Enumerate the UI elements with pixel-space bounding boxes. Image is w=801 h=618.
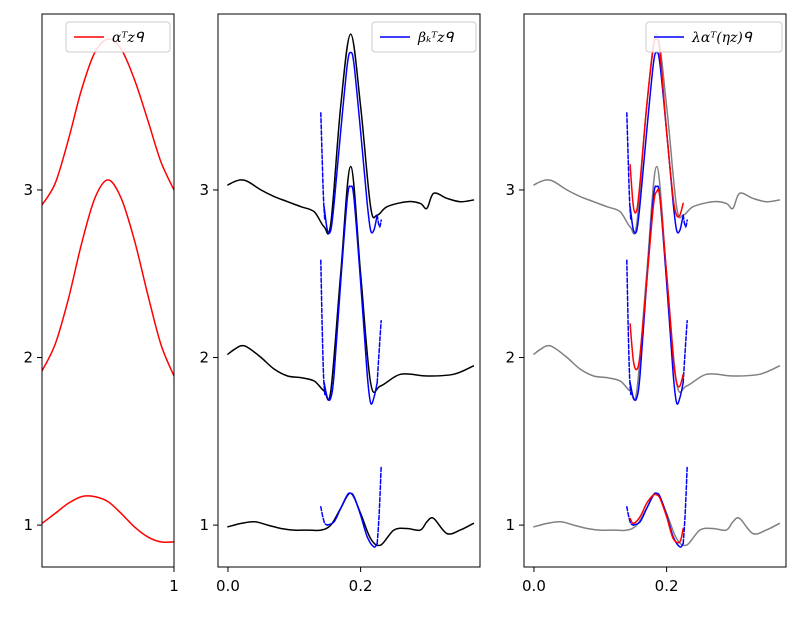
plot-area bbox=[227, 33, 475, 548]
series-line-5 bbox=[323, 185, 378, 405]
y-tick-label: 3 bbox=[505, 181, 515, 199]
series-line-1 bbox=[326, 492, 378, 548]
series-line-9 bbox=[323, 51, 378, 235]
series-line-13 bbox=[682, 214, 688, 228]
series-line-2 bbox=[320, 505, 329, 526]
series-line-1 bbox=[632, 492, 684, 548]
axes-frame bbox=[523, 13, 787, 568]
series-line-0 bbox=[42, 495, 174, 544]
series-line-8 bbox=[227, 33, 475, 235]
axes-frame bbox=[217, 13, 481, 568]
legend-label: βₖᵀzᑫ bbox=[417, 30, 454, 46]
y-tick-label: 2 bbox=[505, 349, 515, 367]
series-line-11 bbox=[376, 214, 382, 228]
x-tick-label: 0.2 bbox=[655, 577, 679, 595]
series-line-8 bbox=[682, 319, 688, 384]
plot-area bbox=[533, 33, 781, 548]
y-tick-label: 3 bbox=[23, 181, 33, 199]
x-tick-label: 0.0 bbox=[522, 577, 546, 595]
y-tick-label: 2 bbox=[23, 349, 33, 367]
legend: αᵀzᑫ bbox=[65, 21, 171, 53]
plot-area bbox=[42, 38, 174, 544]
x-tick-label: 1 bbox=[169, 577, 179, 595]
axes-frame bbox=[41, 13, 175, 568]
panel-alpha: 1 1 2 3 αᵀzᑫ bbox=[23, 13, 179, 595]
legend: βₖᵀzᑫ bbox=[371, 21, 477, 53]
series-line-12 bbox=[626, 112, 632, 221]
legend-label: λαᵀ(ηz)ᑫ bbox=[691, 30, 753, 46]
series-line-0 bbox=[227, 492, 475, 547]
legend-box bbox=[645, 21, 783, 53]
panel-lambda: 0.0 0.2 1 2 3 λαᵀ(ηz)ᑫ bbox=[505, 13, 787, 595]
series-line-5 bbox=[533, 165, 781, 401]
series-line-3 bbox=[682, 465, 688, 545]
y-tick-label: 2 bbox=[199, 349, 209, 367]
series-line-2 bbox=[626, 505, 635, 526]
series-line-4 bbox=[227, 165, 475, 401]
y-tick-label: 1 bbox=[23, 516, 33, 534]
series-line-6 bbox=[320, 259, 326, 396]
legend-box bbox=[65, 21, 171, 53]
y-tick-label: 1 bbox=[199, 516, 209, 534]
series-line-9 bbox=[629, 188, 684, 388]
y-tick-label: 1 bbox=[505, 516, 515, 534]
legend: λαᵀ(ηz)ᑫ bbox=[645, 21, 783, 53]
y-tick-label: 3 bbox=[199, 181, 209, 199]
series-line-10 bbox=[533, 33, 781, 235]
series-line-6 bbox=[629, 185, 684, 405]
x-tick-label: 0.0 bbox=[216, 577, 240, 595]
series-line-7 bbox=[626, 259, 632, 396]
legend-box bbox=[371, 21, 477, 53]
legend-label: αᵀzᑫ bbox=[112, 30, 145, 46]
series-line-7 bbox=[376, 319, 382, 384]
series-line-0 bbox=[533, 492, 781, 547]
series-line-4 bbox=[629, 493, 684, 544]
panel-beta: 0.0 0.2 1 2 3 βₖᵀzᑫ bbox=[199, 13, 481, 595]
x-tick-label: 0.2 bbox=[349, 577, 373, 595]
series-line-1 bbox=[42, 179, 174, 377]
series-line-10 bbox=[320, 112, 326, 221]
series-line-3 bbox=[376, 465, 382, 545]
